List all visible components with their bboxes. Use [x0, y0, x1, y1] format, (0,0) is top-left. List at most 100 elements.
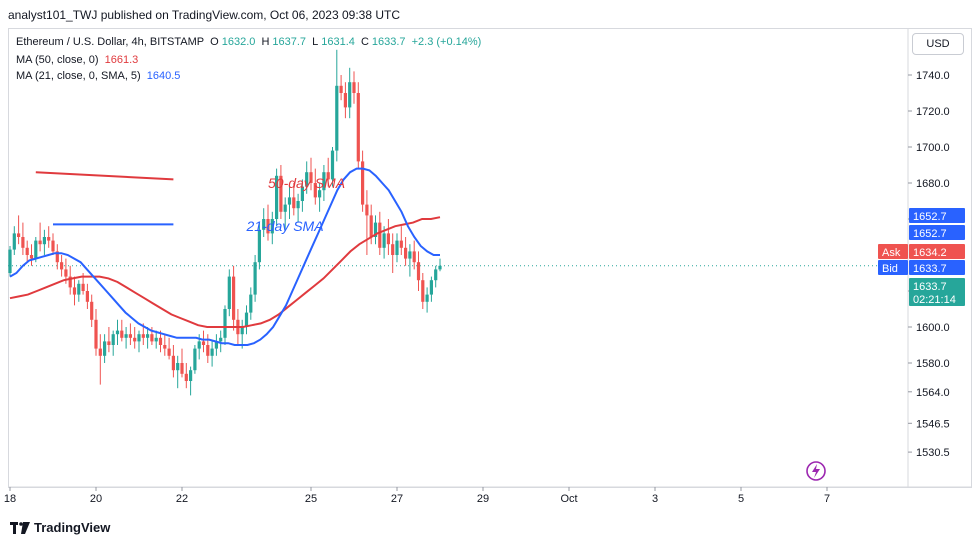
x-tick-label: 5: [738, 493, 744, 505]
candle-body: [81, 283, 85, 291]
candle-body: [416, 262, 421, 281]
y-tick-label: 1530.5: [916, 447, 950, 459]
candle-body: [438, 265, 442, 270]
candle-body: [72, 287, 77, 295]
candle-body: [382, 233, 386, 248]
price-tag-value: 02:21:14: [913, 294, 956, 306]
candle-body: [12, 233, 16, 250]
legend-high-label: H: [261, 36, 270, 48]
y-tick-label: 1740.0: [916, 70, 950, 82]
candle-body: [8, 249, 12, 273]
candle-body: [223, 309, 227, 338]
candle-body: [313, 183, 317, 198]
candle-body: [197, 341, 201, 349]
candle-body: [378, 222, 382, 248]
candle-body: [176, 363, 180, 371]
price-tag-value: 1633.7: [913, 281, 947, 293]
candle-body: [227, 276, 231, 309]
y-tick-label: 1720.0: [916, 106, 950, 118]
candle-body: [210, 348, 214, 356]
candle-body: [373, 222, 378, 237]
x-tick-label: 18: [4, 493, 16, 505]
lightning-icon[interactable]: [805, 460, 827, 482]
legend-low: 1631.4: [321, 36, 355, 48]
candle-body: [287, 197, 292, 205]
candle-body: [150, 334, 154, 342]
candle-body: [141, 334, 145, 338]
footer: TradingView: [10, 520, 110, 535]
legend-symbol: Ethereum / U.S. Dollar, 4h, BITSTAMP: [16, 36, 205, 48]
x-tick-label: 20: [90, 493, 102, 505]
candle-body: [408, 251, 412, 259]
candle-body: [29, 255, 34, 259]
legend-ma50[interactable]: MA (50, close, 0) 1661.3: [16, 54, 141, 66]
candle-body: [77, 283, 81, 295]
candle-body: [257, 229, 261, 263]
candle-body: [369, 215, 373, 237]
x-tick-label: Oct: [560, 493, 577, 505]
legend-open: 1632.0: [221, 36, 256, 48]
candle-body: [68, 276, 72, 288]
candle-body: [240, 327, 244, 335]
legend-close-label: C: [360, 36, 369, 48]
candle-body: [339, 85, 343, 93]
candle-body: [180, 363, 184, 374]
candle-body: [90, 301, 94, 320]
candle-body: [361, 161, 365, 205]
price-tag-label-bg: [878, 260, 908, 275]
ma21-line: [9, 167, 440, 346]
candle-body: [322, 172, 326, 191]
y-tick-label: 1600.0: [916, 322, 950, 334]
legend-ma21-label: MA (21, close, 0, SMA, 5): [16, 70, 141, 82]
candle-body: [330, 150, 335, 180]
legend-line-ma50: [35, 171, 174, 181]
candle-body: [206, 345, 210, 356]
candle-body: [38, 240, 42, 245]
candle-body: [326, 172, 330, 180]
tradingview-logo-icon: [10, 521, 30, 534]
x-tick-label: 29: [477, 493, 489, 505]
candle-body: [425, 294, 429, 302]
price-tag-value: 1652.7: [913, 211, 947, 223]
candle-body: [98, 348, 102, 356]
sma-annotation: 21-day SMA: [246, 218, 324, 234]
candle-body: [391, 244, 395, 255]
candle-body: [193, 348, 197, 371]
candle-body: [318, 190, 322, 198]
candle-body: [279, 175, 283, 212]
price-tag-bg: [909, 244, 965, 259]
candle-body: [244, 312, 249, 327]
y-tick-label: 1680.0: [916, 178, 950, 190]
candle-body: [395, 240, 399, 255]
legend-ma21-value: 1640.5: [146, 70, 181, 82]
candle-body: [133, 337, 137, 342]
candle-body: [283, 204, 287, 212]
candle-body: [124, 334, 128, 338]
x-tick-label: 7: [824, 493, 830, 505]
candle-body: [34, 240, 38, 259]
candle-body: [429, 280, 433, 295]
candle-body: [365, 204, 369, 216]
candle-body: [64, 269, 68, 277]
candle-body: [412, 251, 416, 263]
legend-ma21[interactable]: MA (21, close, 0, SMA, 5) 1640.5: [16, 70, 183, 82]
candle-body: [120, 330, 124, 338]
candle-body: [275, 175, 279, 219]
candle-body: [352, 82, 356, 93]
price-tag-value: 1652.7: [913, 228, 947, 240]
currency-selector[interactable]: USD: [912, 33, 964, 55]
candle-body: [47, 237, 51, 241]
candle-body: [189, 370, 193, 381]
candle-body: [434, 269, 438, 281]
candle-body: [386, 233, 390, 245]
candle-body: [154, 337, 158, 342]
candle-body: [296, 201, 300, 209]
candle-body: [146, 334, 150, 338]
price-tag-bg: [909, 278, 965, 293]
legend-open-label: O: [210, 36, 219, 48]
price-tag-bg: [909, 208, 965, 223]
legend-change: +2.3 (+0.14%): [411, 36, 482, 48]
candle-body: [171, 355, 175, 371]
sma-annotation: 50-day SMA: [268, 175, 345, 191]
